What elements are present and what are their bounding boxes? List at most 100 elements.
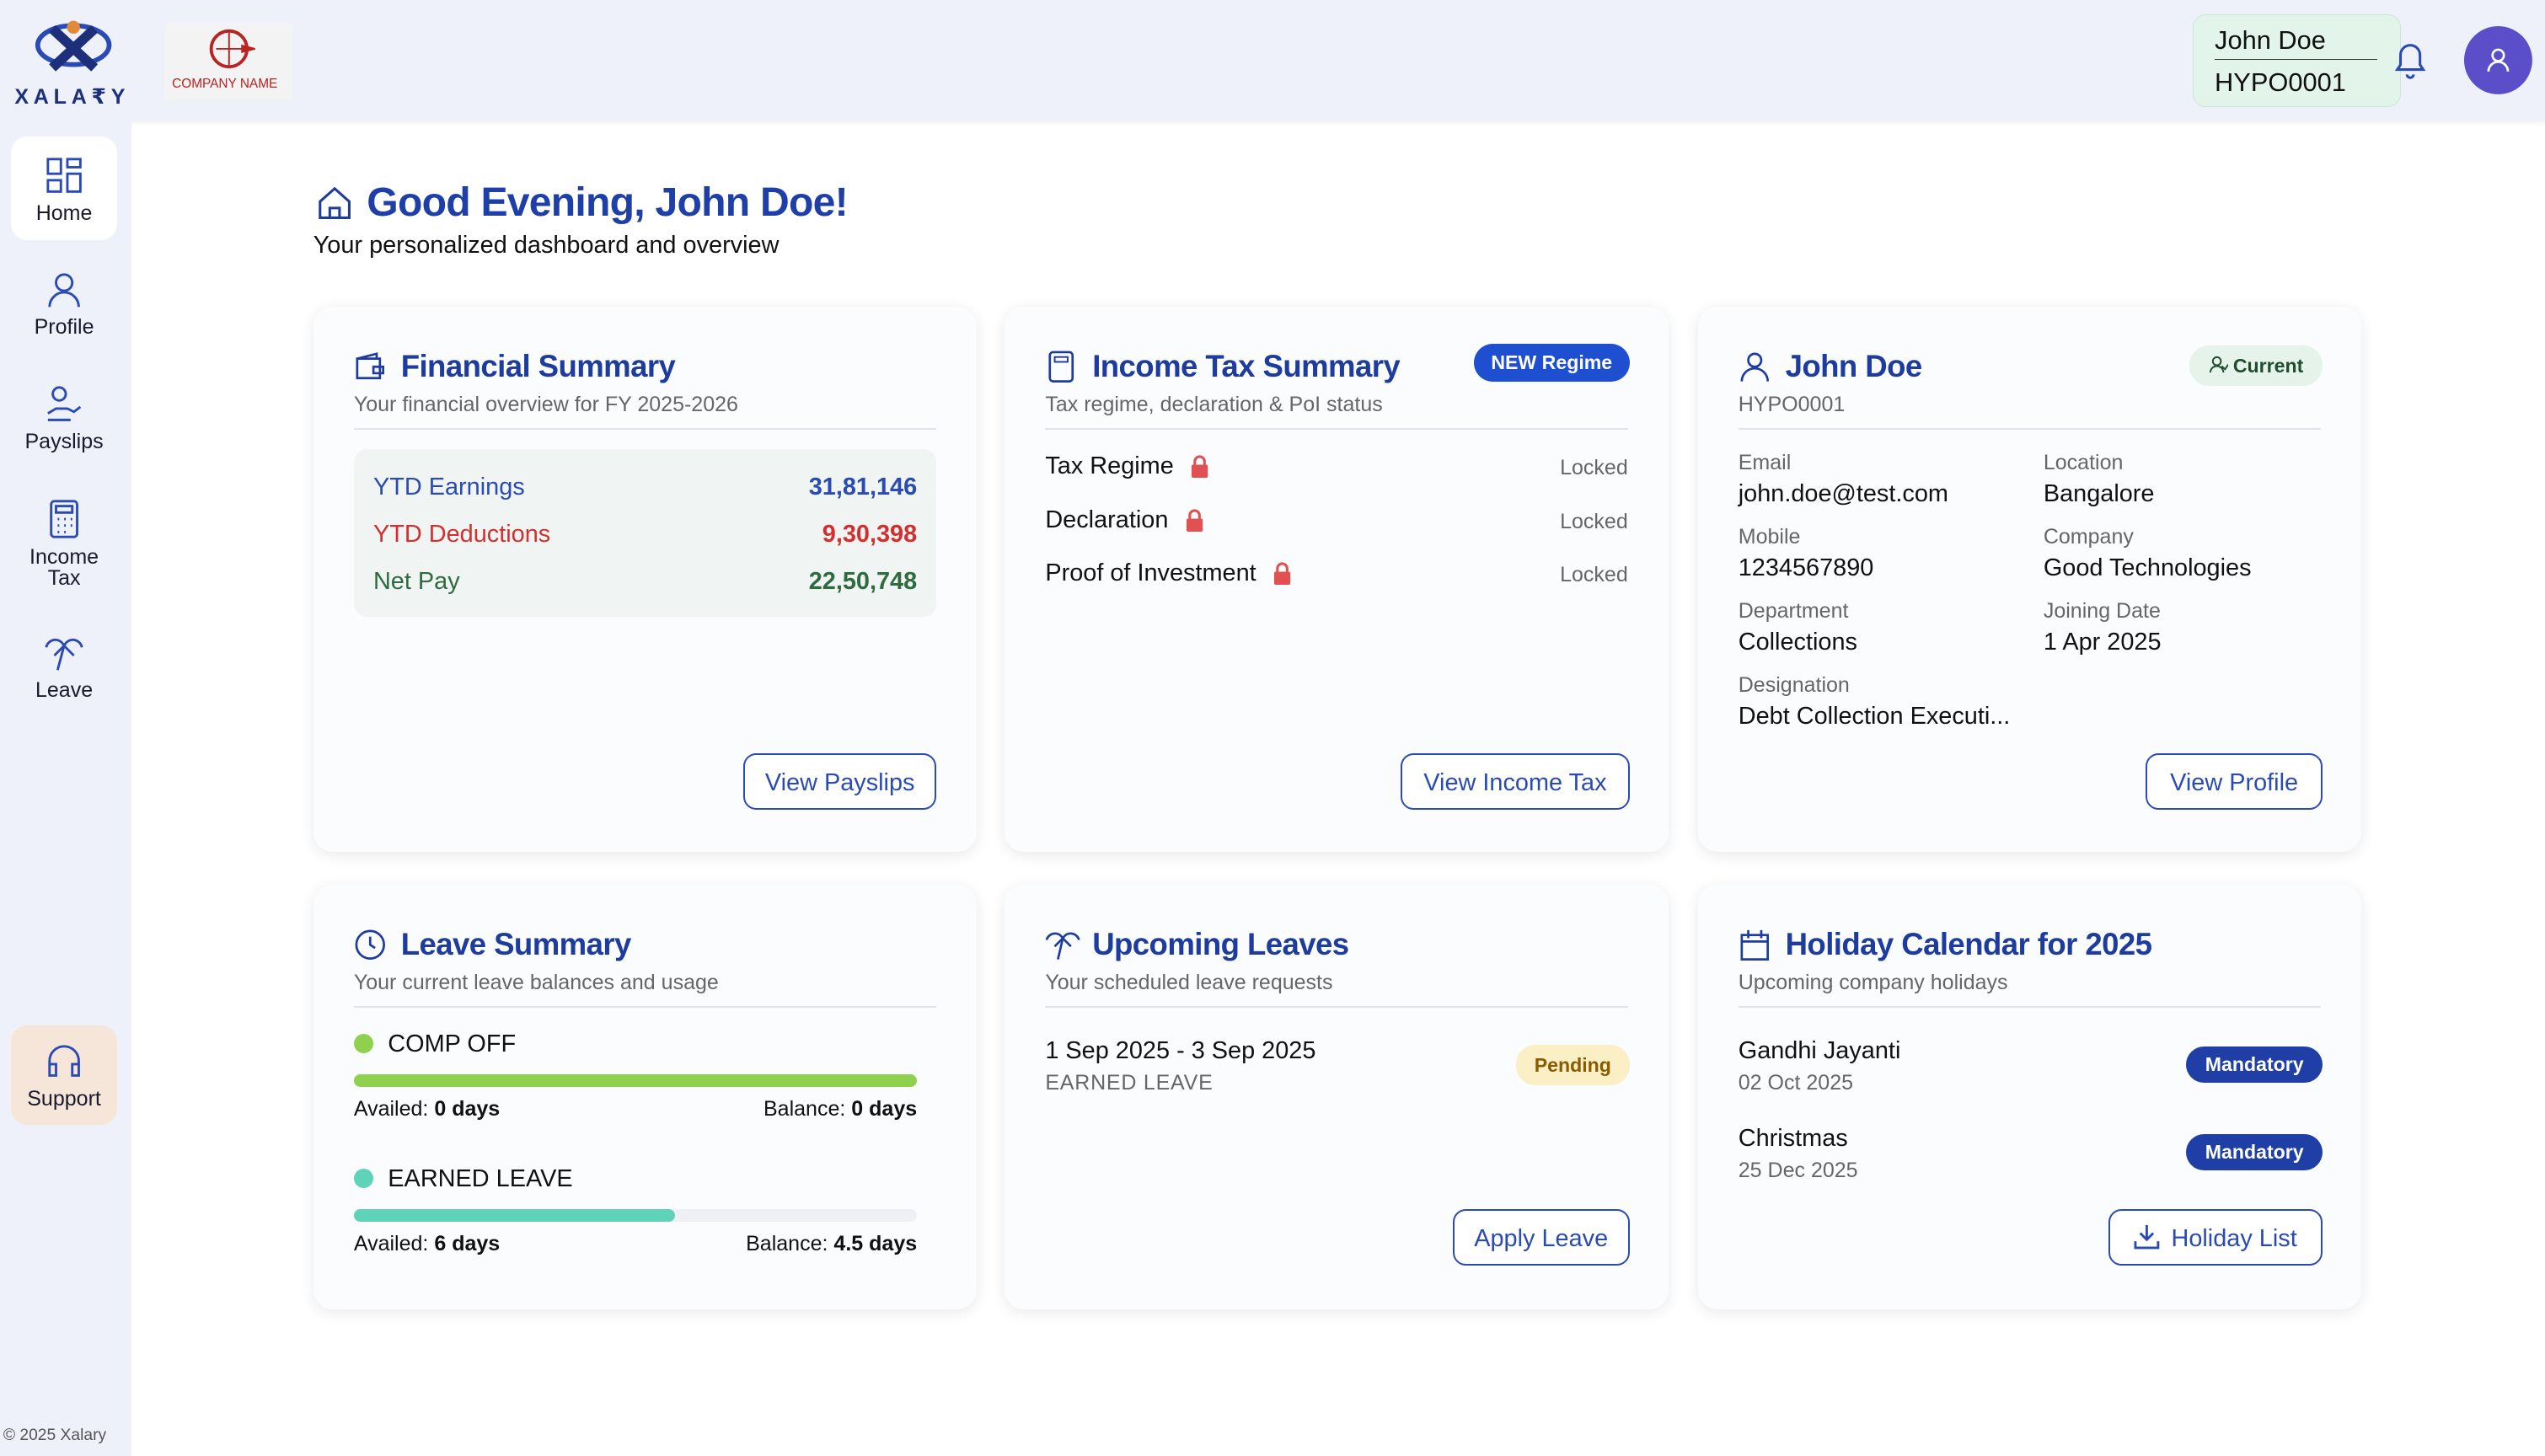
divider bbox=[354, 1006, 936, 1008]
lock-icon bbox=[1190, 455, 1209, 478]
row-value: 22,50,748 bbox=[809, 568, 917, 596]
footer: © 2025 Xalary bbox=[3, 1427, 106, 1445]
nav-leave[interactable]: Leave bbox=[11, 633, 116, 703]
card-title: Holiday Calendar for 2025 bbox=[1786, 927, 2152, 962]
field-value: 1 Apr 2025 bbox=[2044, 629, 2162, 656]
nav-label: Leave bbox=[35, 678, 93, 702]
wallet-icon bbox=[354, 351, 387, 383]
card-title: Income Tax Summary bbox=[1092, 349, 1400, 384]
nav-profile[interactable]: Profile bbox=[11, 270, 116, 340]
calendar-icon bbox=[1739, 929, 1771, 961]
divider bbox=[1739, 1006, 2321, 1008]
nav-support[interactable]: Support bbox=[11, 1025, 116, 1124]
card-title: Financial Summary bbox=[401, 349, 676, 384]
status-icon bbox=[2209, 355, 2228, 374]
nav-label: Payslips bbox=[24, 430, 103, 453]
availed-value: 0 days bbox=[434, 1097, 500, 1121]
palm-icon bbox=[1045, 929, 1080, 961]
field-label: Department bbox=[1739, 599, 1849, 624]
progress-bar bbox=[354, 1074, 917, 1087]
progress-track bbox=[354, 1074, 917, 1087]
holiday-date: 25 Dec 2025 bbox=[1739, 1159, 1858, 1183]
availed: Availed: 0 days bbox=[354, 1097, 500, 1121]
user-id: HYPO0001 bbox=[2215, 67, 2346, 98]
leave-name: COMP OFF bbox=[388, 1030, 516, 1058]
divider bbox=[1739, 428, 2321, 430]
card-subtitle: HYPO0001 bbox=[1739, 393, 1846, 417]
row-label: Declaration bbox=[1045, 506, 1168, 534]
row-label: YTD Deductions bbox=[373, 521, 550, 549]
progress-track bbox=[354, 1209, 917, 1222]
field-label: Joining Date bbox=[2044, 599, 2161, 624]
holiday-list-button[interactable]: Holiday List bbox=[2108, 1209, 2323, 1266]
holiday-tag: Mandatory bbox=[2186, 1134, 2323, 1170]
tax-row: Proof of Investment bbox=[1045, 559, 1292, 587]
row-label: Proof of Investment bbox=[1045, 559, 1256, 587]
holiday-tag: Mandatory bbox=[2186, 1046, 2323, 1082]
upcoming-card: Upcoming Leaves Your scheduled leave req… bbox=[1005, 885, 1669, 1310]
leave-icon bbox=[43, 633, 85, 672]
leave-dot bbox=[354, 1169, 373, 1188]
field-label: Location bbox=[2044, 451, 2124, 475]
availed-label: Availed: bbox=[354, 1097, 429, 1121]
leave-dates: 1 Sep 2025 - 3 Sep 2025 bbox=[1045, 1037, 1315, 1065]
nav-label: Income Tax bbox=[29, 547, 100, 589]
income-tax-card: Income Tax Summary NEW Regime Tax regime… bbox=[1005, 307, 1669, 852]
balance: Balance: 4.5 days bbox=[746, 1232, 917, 1256]
field-value: 1234567890 bbox=[1739, 554, 1874, 582]
greeting-subtitle: Your personalized dashboard and overview bbox=[313, 232, 780, 260]
balance-label: Balance: bbox=[764, 1097, 845, 1121]
balance: Balance: 0 days bbox=[764, 1097, 917, 1121]
pending-badge: Pending bbox=[1516, 1045, 1630, 1085]
logo-icon bbox=[33, 13, 114, 78]
user-icon bbox=[1739, 351, 1771, 383]
divider bbox=[1045, 1006, 1627, 1008]
lock-icon bbox=[1185, 509, 1204, 532]
nav-payslips[interactable]: Payslips bbox=[11, 384, 116, 454]
tax-row: Tax Regime bbox=[1045, 452, 1209, 480]
row-label: YTD Earnings bbox=[373, 474, 525, 501]
button-label: Holiday List bbox=[2171, 1225, 2296, 1252]
view-income-tax-button[interactable]: View Income Tax bbox=[1401, 753, 1630, 810]
tax-icon bbox=[1045, 351, 1078, 383]
row-label: Tax Regime bbox=[1045, 452, 1173, 480]
greeting-icon bbox=[315, 184, 354, 222]
download-icon bbox=[2134, 1223, 2160, 1250]
row-status: Locked bbox=[1560, 510, 1628, 534]
regime-badge: NEW Regime bbox=[1474, 344, 1630, 381]
view-profile-button[interactable]: View Profile bbox=[2146, 753, 2323, 810]
field-label: Company bbox=[2044, 525, 2134, 549]
card-subtitle: Your scheduled leave requests bbox=[1045, 971, 1332, 995]
profile-card: John Doe Current HYPO0001 Emailjohn.doe@… bbox=[1698, 307, 2362, 852]
row-value: 9,30,398 bbox=[822, 521, 917, 549]
home-icon bbox=[45, 156, 83, 195]
holiday-date: 02 Oct 2025 bbox=[1739, 1071, 1853, 1095]
financial-card: Financial Summary Your financial overvie… bbox=[313, 307, 978, 852]
holiday-name: Christmas bbox=[1739, 1125, 1848, 1153]
status-badge: Current bbox=[2189, 345, 2323, 386]
card-subtitle: Your financial overview for FY 2025-2026 bbox=[354, 393, 738, 417]
company-logo-icon bbox=[203, 26, 258, 72]
avatar[interactable] bbox=[2464, 26, 2532, 94]
field-value: Collections bbox=[1739, 629, 1857, 656]
divider bbox=[1045, 428, 1627, 430]
bell-icon[interactable] bbox=[2391, 39, 2430, 81]
nav-home[interactable]: Home bbox=[11, 136, 116, 240]
field-label: Mobile bbox=[1739, 525, 1801, 549]
leave-type: EARNED LEAVE bbox=[1045, 1071, 1213, 1095]
apply-leave-button[interactable]: Apply Leave bbox=[1453, 1209, 1630, 1266]
status-text: Current bbox=[2233, 355, 2303, 377]
field-label: Email bbox=[1739, 451, 1792, 475]
company-logo-text: COMPANY NAME bbox=[172, 77, 277, 92]
card-title: Leave Summary bbox=[401, 927, 631, 962]
card-subtitle: Upcoming company holidays bbox=[1739, 971, 2008, 995]
user-box[interactable]: John Doe HYPO0001 bbox=[2193, 14, 2401, 107]
view-payslips-button[interactable]: View Payslips bbox=[743, 753, 936, 810]
nav-income-tax[interactable]: Income Tax bbox=[11, 498, 116, 589]
field-value: Debt Collection Executi... bbox=[1739, 703, 2011, 731]
field-value: Bangalore bbox=[2044, 480, 2155, 508]
holiday-name: Gandhi Jayanti bbox=[1739, 1037, 1901, 1065]
